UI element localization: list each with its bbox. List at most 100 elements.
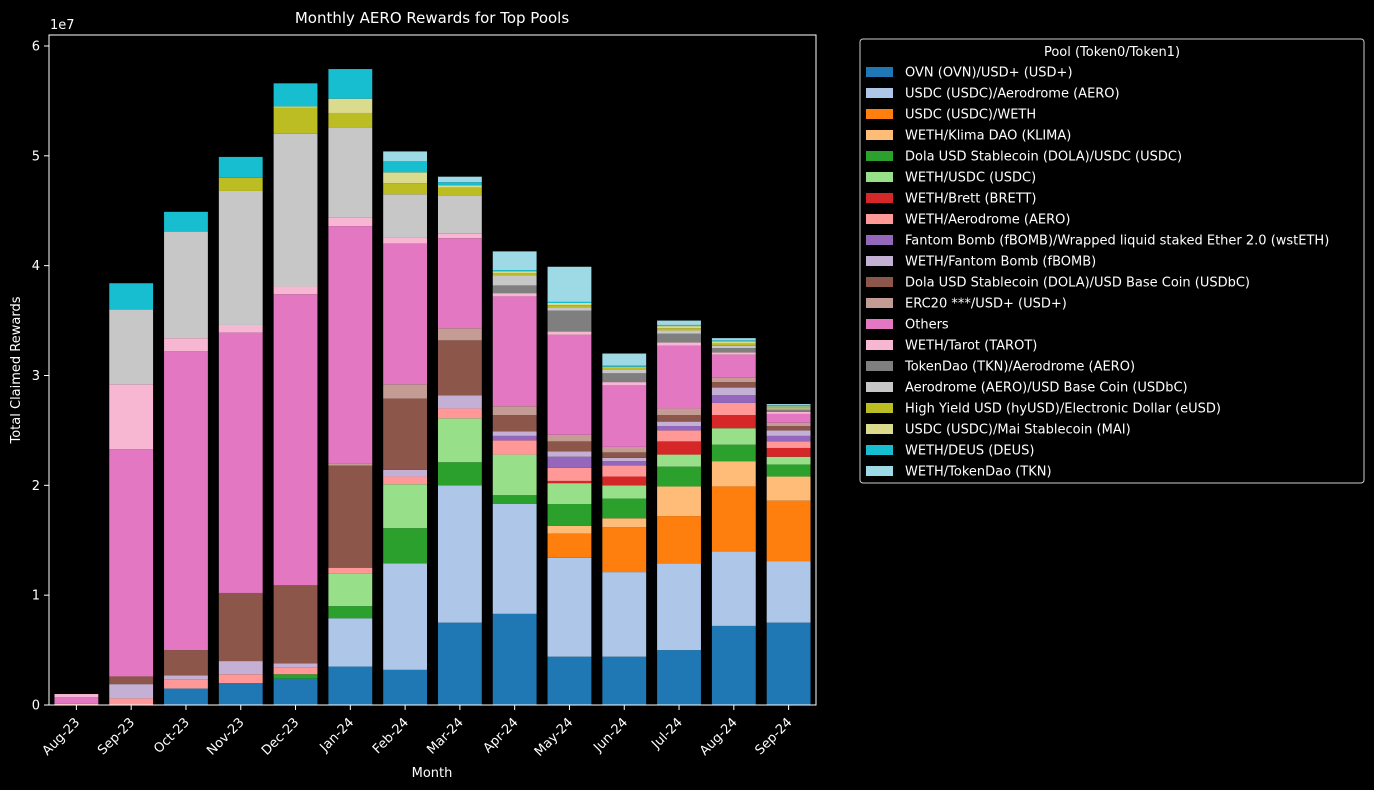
bar-segment <box>602 656 647 705</box>
bar-segment <box>547 266 592 302</box>
chart-title: Monthly AERO Rewards for Top Pools <box>295 9 570 27</box>
legend-swatch <box>866 256 893 266</box>
bar-segment <box>328 573 373 607</box>
y-tick-label: 4 <box>32 259 40 274</box>
bar-segment <box>602 476 647 486</box>
bar-segment <box>602 457 647 462</box>
bar-segment <box>109 684 154 699</box>
legend-swatch <box>866 403 893 413</box>
y-tick-label: 5 <box>32 149 40 164</box>
bar-segment <box>711 551 756 626</box>
legend-title: Pool (Token0/Token1) <box>1044 45 1180 60</box>
bar-segment <box>218 156 263 178</box>
bar-segment <box>54 697 99 704</box>
bar-segment <box>602 365 647 367</box>
bar-segment <box>766 404 811 406</box>
legend-label: ERC20 ***/USD+ (USD+) <box>905 297 1067 312</box>
legend-label: High Yield USD (hyUSD)/Electronic Dollar… <box>905 402 1221 417</box>
bar-segment <box>164 231 208 339</box>
legend-label: WETH/DEUS (DEUS) <box>905 444 1034 459</box>
bar-segment <box>547 303 592 306</box>
y-axis: 0 1 2 3 4 5 6 <box>32 39 49 714</box>
bar-segment <box>492 415 537 432</box>
bar-segment <box>711 338 756 341</box>
bar-segment <box>273 678 318 705</box>
legend-swatch <box>866 88 893 98</box>
bar-segment <box>492 275 537 286</box>
bar-segment <box>711 348 756 353</box>
legend-swatch <box>866 214 893 224</box>
bar-segment <box>602 353 647 366</box>
bar-segment <box>164 675 208 680</box>
bar-segment <box>437 195 482 234</box>
bar-segment <box>711 377 756 383</box>
bar-segment <box>437 408 482 419</box>
legend-swatch <box>866 319 893 329</box>
x-axis-label: Month <box>412 766 453 781</box>
bar-segment <box>54 703 99 705</box>
bar-segment <box>657 441 701 455</box>
bar-segment <box>602 485 647 499</box>
bar-segment <box>273 286 318 295</box>
bar-segment <box>383 194 428 238</box>
bar-segment <box>328 217 373 227</box>
bar-segment <box>328 226 373 464</box>
legend-swatch <box>866 466 893 476</box>
bar-segment <box>657 421 701 427</box>
legend-label: WETH/Brett (BRETT) <box>905 192 1036 207</box>
legend-label: WETH/Fantom Bomb (fBOMB) <box>905 255 1096 270</box>
legend-label: Dola USD Stablecoin (DOLA)/USD Base Coin… <box>905 276 1250 291</box>
bar-segment <box>602 373 647 383</box>
legend-swatch <box>866 130 893 140</box>
bar-segment <box>657 650 701 705</box>
bar-segment <box>711 444 756 462</box>
y-tick-label: 1 <box>32 589 40 604</box>
bar-segment <box>657 330 701 334</box>
bar-segment <box>218 661 263 675</box>
bar-segment <box>547 434 592 442</box>
bar-segment <box>328 112 373 128</box>
bar-segment <box>766 408 811 410</box>
bar-segment <box>547 656 592 705</box>
bar-segment <box>492 454 537 496</box>
legend: Pool (Token0/Token1) OVN (OVN)/USD+ (USD… <box>859 38 1365 484</box>
legend-label: Fantom Bomb (fBOMB)/Wrapped liquid stake… <box>905 234 1329 249</box>
bar-segment <box>602 385 647 447</box>
bar-segment <box>492 285 537 294</box>
bar-segment <box>109 283 154 310</box>
bar-segment <box>602 446 647 453</box>
legend-swatch <box>866 235 893 245</box>
legend-swatch <box>866 361 893 371</box>
bar-segment <box>109 449 154 677</box>
bar-segment <box>766 435 811 442</box>
bar-segment <box>547 483 592 504</box>
legend-swatch <box>866 67 893 77</box>
legend-swatch <box>866 193 893 203</box>
legend-swatch <box>866 277 893 287</box>
bar-segment <box>54 694 99 698</box>
bar-segment <box>218 324 263 333</box>
bar-segment <box>273 294 318 586</box>
legend-label: WETH/Klima DAO (KLIMA) <box>905 129 1071 144</box>
bar-segment <box>711 402 756 416</box>
bar-segment <box>437 328 482 341</box>
bar-segment <box>492 440 537 455</box>
bar-segment <box>547 480 592 484</box>
bar-segment <box>547 533 592 558</box>
bar-segment <box>492 435 537 441</box>
legend-swatch <box>866 298 893 308</box>
bar-segment <box>383 237 428 244</box>
bar-segment <box>657 486 701 517</box>
legend-swatch <box>866 109 893 119</box>
bar-segment <box>711 341 756 344</box>
legend-swatch <box>866 172 893 182</box>
bar-segment <box>164 650 208 676</box>
y-tick-label: 3 <box>32 369 40 384</box>
legend-swatch <box>866 340 893 350</box>
legend-label: WETH/Tarot (TAROT) <box>905 339 1037 354</box>
bar-segment <box>492 293 537 297</box>
bar-segment <box>164 211 208 232</box>
bar-segment <box>109 309 154 385</box>
bar-segment <box>218 683 263 705</box>
bar-segment <box>766 622 811 705</box>
